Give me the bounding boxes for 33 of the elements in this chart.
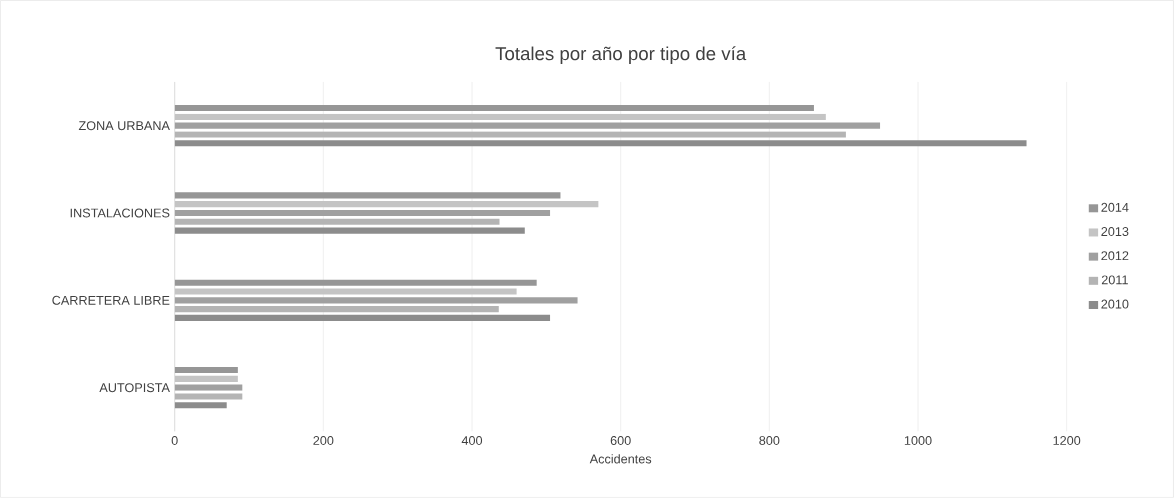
x-tick-label: 1200 — [1053, 436, 1081, 445]
bar — [174, 218, 500, 225]
y-tick-label: INSTALACIONES — [70, 208, 170, 218]
bar — [174, 104, 814, 112]
x-tick-label: 0 — [171, 436, 178, 445]
legend-label: 2012 — [1101, 251, 1129, 261]
bar — [174, 131, 846, 138]
y-tick-label: CARRETERA LIBRE — [52, 295, 170, 305]
x-axis-title: Accidentes — [589, 454, 652, 464]
bar — [174, 306, 499, 313]
x-tick-label: 800 — [759, 436, 780, 445]
chart-title: Totales por año por tipo de vía — [495, 46, 747, 64]
legend-label: 2011 — [1101, 275, 1128, 285]
bar — [174, 314, 551, 321]
x-tick-label: 1000 — [904, 436, 932, 445]
legend-label: 2014 — [1101, 202, 1129, 212]
bar — [174, 402, 227, 409]
x-tick-label: 600 — [610, 436, 631, 445]
x-tick-label: 400 — [461, 436, 483, 445]
y-tick-label: ZONA URBANA — [78, 121, 170, 131]
bar — [174, 297, 578, 304]
bar — [174, 192, 561, 199]
y-tick-label: AUTOPISTA — [99, 383, 170, 393]
bar — [174, 140, 1027, 147]
bar — [174, 209, 551, 217]
bar — [174, 366, 238, 374]
legend-label: 2010 — [1101, 299, 1129, 309]
legend-label: 2013 — [1101, 227, 1129, 237]
bar — [174, 227, 525, 234]
bar — [174, 279, 537, 286]
x-tick-label: 200 — [313, 436, 334, 445]
bar — [174, 393, 243, 400]
bar — [174, 122, 881, 129]
